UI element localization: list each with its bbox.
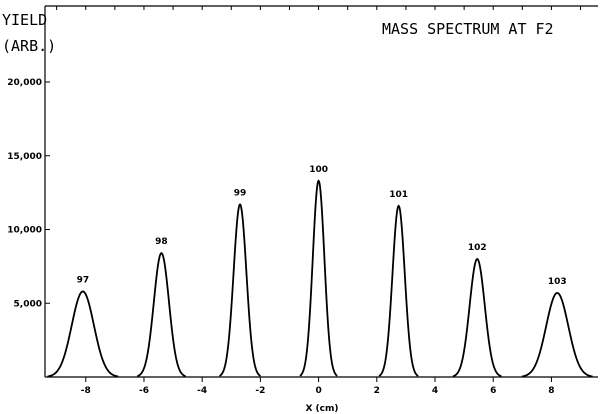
y-axis-label-line1: YIELD [2, 11, 47, 29]
peak-102 [452, 257, 502, 378]
peak-101 [378, 204, 419, 377]
x-tick-label: 0 [315, 386, 321, 396]
peak-label-103: 103 [548, 277, 567, 287]
x-tick-label: 4 [432, 386, 438, 396]
y-tick-label: 15,000 [7, 152, 42, 162]
y-tick-label: 20,000 [7, 78, 42, 88]
peaks-group: 97 98 99 100 101 102 103 [47, 165, 593, 378]
x-tick-label: -2 [255, 386, 265, 396]
y-tick-label: 5,000 [14, 299, 42, 309]
peak-label-101: 101 [389, 190, 408, 200]
peak-label-97: 97 [77, 275, 90, 285]
peak-98 [136, 252, 186, 378]
peak-label-100: 100 [309, 165, 328, 175]
x-axis-label: X (cm) [305, 404, 338, 414]
chart-title: MASS SPECTRUM AT F2 [382, 20, 554, 38]
peak-100 [299, 179, 338, 377]
x-tick-label: -8 [81, 386, 91, 396]
x-tick-label: 6 [490, 386, 496, 396]
peak-label-102: 102 [468, 243, 487, 253]
peak-label-99: 99 [234, 188, 247, 198]
x-tick-label: -4 [197, 386, 207, 396]
peak-103 [521, 291, 593, 378]
x-tick-label: 2 [374, 386, 380, 396]
x-tick-label: 8 [548, 386, 554, 396]
y-tick-label: 10,000 [7, 226, 42, 236]
peak-label-98: 98 [155, 237, 168, 247]
axes-group: -8 -6 -4 -2 0 2 4 6 8 5,000 10,000 15,000 20,000 [7, 5, 598, 396]
peak-99 [219, 203, 261, 377]
x-tick-label: -6 [139, 386, 149, 396]
y-axis-label-line2: (ARB.) [2, 37, 56, 55]
peak-97 [47, 290, 119, 378]
